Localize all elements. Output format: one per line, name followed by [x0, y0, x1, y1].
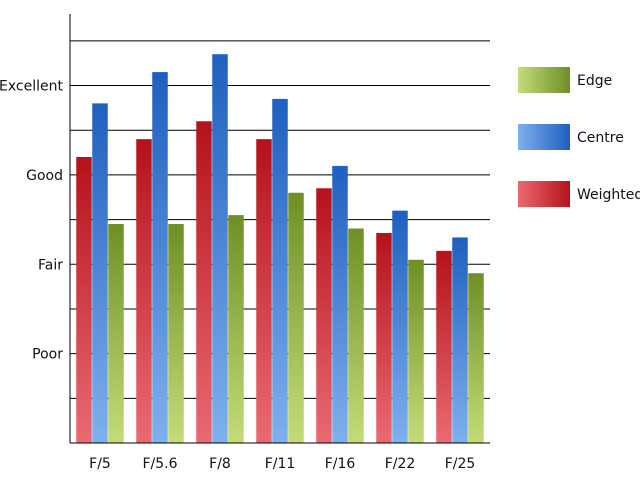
bar-weighted-f-25: [436, 250, 452, 443]
legend-label-weighted: Weighted: [577, 187, 640, 203]
bar-centre-f-22: [392, 210, 408, 443]
x-tick-label: F/5.6: [142, 456, 177, 472]
bar-centre-f-5-6: [152, 72, 168, 443]
bar-centre-f-8: [212, 54, 228, 443]
x-tick-label: F/25: [445, 456, 476, 472]
bar-edge-f-25: [468, 273, 484, 443]
x-tick-label: F/22: [385, 456, 416, 472]
bar-centre-f-5: [92, 103, 108, 443]
bar-centre-f-25: [452, 237, 468, 443]
legend: Edge Centre Weighted: [518, 67, 640, 207]
x-tick-label: F/5: [89, 456, 111, 472]
bar-weighted-f-22: [376, 232, 392, 443]
bar-weighted-f-8: [196, 121, 212, 443]
bar-edge-f-5: [108, 224, 124, 443]
bars: [76, 54, 484, 443]
bar-centre-f-11: [272, 98, 288, 443]
bar-edge-f-16: [348, 228, 364, 443]
bar-centre-f-16: [332, 165, 348, 443]
x-axis-tick-labels: F/5 F/5.6 F/8 F/11 F/16 F/22 F/25: [89, 456, 475, 472]
y-tick-label: Good: [26, 168, 63, 184]
bar-weighted-f-5-6: [136, 139, 152, 443]
legend-label-centre: Centre: [577, 130, 624, 146]
x-tick-label: F/16: [325, 456, 356, 472]
bar-edge-f-8: [228, 215, 244, 443]
bar-edge-f-5-6: [168, 224, 184, 443]
legend-swatch-edge: [518, 67, 570, 93]
bar-weighted-f-16: [316, 188, 332, 443]
legend-swatch-weighted: [518, 181, 570, 207]
bar-weighted-f-5: [76, 157, 92, 443]
bar-edge-f-22: [408, 259, 424, 443]
bar-weighted-f-11: [256, 139, 272, 443]
legend-swatch-centre: [518, 124, 570, 150]
bar-edge-f-11: [288, 192, 304, 443]
axes: [69, 14, 490, 444]
y-tick-label: Excellent: [0, 79, 64, 95]
x-tick-label: F/8: [209, 456, 231, 472]
y-tick-label: Poor: [32, 347, 63, 363]
y-tick-label: Fair: [38, 257, 63, 273]
x-tick-label: F/11: [265, 456, 296, 472]
legend-label-edge: Edge: [577, 73, 612, 89]
y-axis-tick-labels: Poor Fair Good Excellent: [0, 79, 64, 363]
